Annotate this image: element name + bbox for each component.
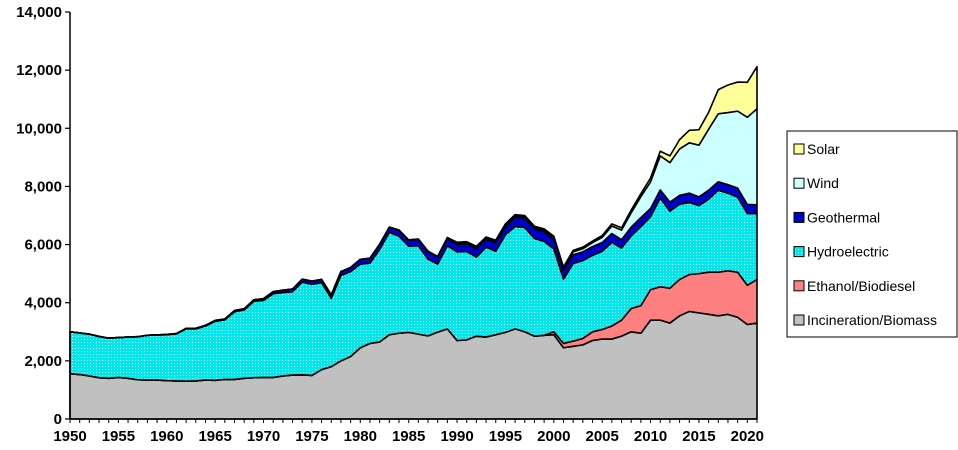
y-tick-label: 10,000 — [16, 120, 62, 137]
legend-label-hydroelectric: Hydroelectric — [807, 244, 889, 260]
x-tick-label: 2000 — [537, 428, 570, 445]
x-tick-label: 1965 — [198, 428, 231, 445]
x-tick-label: 1960 — [150, 428, 183, 445]
x-tick-label: 2010 — [634, 428, 667, 445]
x-tick-label: 1955 — [102, 428, 135, 445]
legend-swatch-solar — [793, 143, 805, 155]
area-solar — [69, 65, 758, 339]
legend-label-wind: Wind — [807, 175, 839, 191]
x-tick-label: 1990 — [440, 428, 473, 445]
axes: 0 2,000 4,000 6,000 8,000 10,000 12,000 14,000 1… — [16, 4, 764, 445]
y-tick-label: 2,000 — [24, 353, 62, 370]
y-tick-label: 6,000 — [24, 237, 62, 254]
y-tick-label: 14,000 — [16, 4, 62, 21]
legend-swatch-hydroelectric — [793, 246, 805, 258]
legend-swatch-wind — [793, 177, 805, 189]
x-tick-label: 2020 — [731, 428, 764, 445]
plot-area — [69, 65, 758, 420]
x-tick-label: 2005 — [585, 428, 618, 445]
legend-swatch-ethanol-biodiesel — [793, 280, 805, 292]
legend-label-ethanol-biodiesel: Ethanol/Biodiesel — [807, 278, 915, 294]
legend-label-incineration-biomass: Incineration/Biomass — [807, 312, 937, 328]
y-tick-label: 4,000 — [24, 295, 62, 312]
legend-label-solar: Solar — [807, 141, 840, 157]
y-tick-label: 0 — [54, 411, 62, 428]
legend-swatch-geothermal — [793, 211, 805, 223]
x-tick-label: 1985 — [392, 428, 425, 445]
y-tick-label: 12,000 — [16, 62, 62, 79]
y-tick-label: 8,000 — [24, 178, 62, 195]
legend-swatch-incineration-biomass — [793, 314, 805, 326]
x-tick-label: 1980 — [344, 428, 377, 445]
x-tick-label: 1995 — [489, 428, 522, 445]
legend-box — [786, 130, 958, 338]
x-tick-label: 1950 — [53, 428, 86, 445]
x-tick-label: 1970 — [247, 428, 280, 445]
legend: Solar Wind Geothermal Hydroelectric Ethanol/… — [786, 130, 958, 338]
legend-label-geothermal: Geothermal — [807, 209, 880, 225]
x-tick-label: 2015 — [682, 428, 715, 445]
x-tick-label: 1975 — [295, 428, 328, 445]
